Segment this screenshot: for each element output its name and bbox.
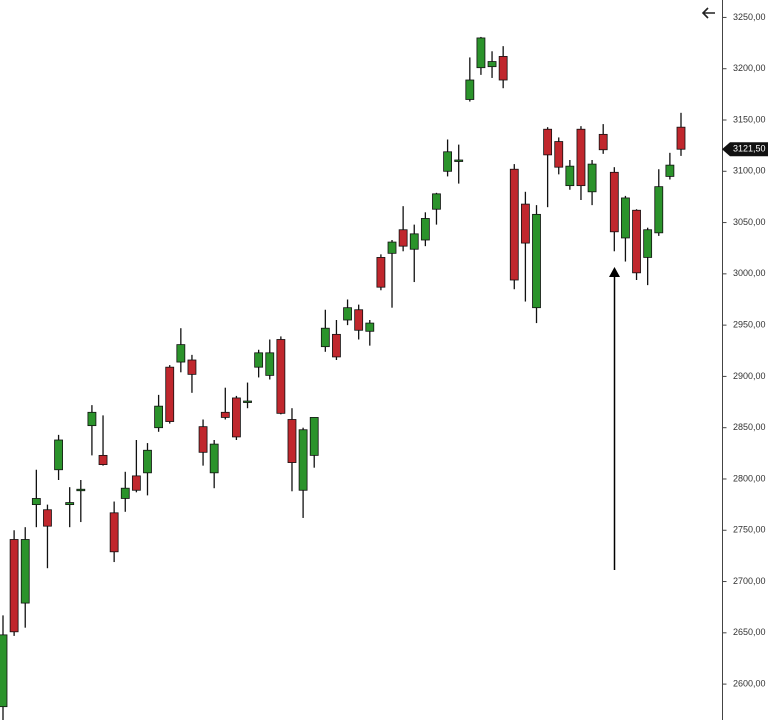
candle-body (131, 475, 141, 491)
candle-body (520, 203, 530, 244)
candle-body (343, 307, 352, 321)
y-tick-label: 2900,00 (733, 371, 766, 381)
candle-body (43, 509, 52, 527)
candle-body (220, 411, 230, 418)
candle-body (254, 352, 264, 368)
candle-body (309, 417, 319, 456)
y-tick-label: 2700,00 (733, 576, 766, 586)
candle-body (443, 151, 452, 172)
candle-body (365, 322, 375, 332)
candle-body (432, 193, 441, 210)
candle-body (76, 488, 86, 492)
candle-body (376, 257, 386, 288)
y-tick-label: 2950,00 (733, 320, 766, 330)
last-price-marker (722, 142, 768, 157)
candle-body (232, 397, 241, 438)
candle-body (65, 502, 75, 506)
annotation-arrow (609, 267, 620, 570)
y-tick-label: 2850,00 (733, 422, 766, 432)
candle-body (287, 419, 297, 463)
candle-body (265, 352, 275, 376)
candle-body (176, 344, 186, 363)
candle-body (31, 498, 41, 506)
y-tick-label: 3250,00 (733, 12, 766, 22)
y-tick-label: 2650,00 (733, 627, 766, 637)
candle-body (609, 171, 619, 233)
candle-body (465, 79, 475, 100)
candle-body (354, 309, 364, 331)
candle-body (409, 233, 419, 250)
candle-body (198, 426, 208, 453)
candle-body (454, 159, 464, 162)
y-tick-label: 3200,00 (733, 63, 766, 73)
candle-body (587, 163, 597, 193)
candle-body (509, 168, 519, 281)
candle-body (498, 56, 508, 81)
last-price-label: 3121,50 (733, 144, 766, 154)
candle-body (665, 164, 675, 177)
y-tick-label: 2800,00 (733, 473, 766, 483)
candle-body (332, 333, 341, 358)
candle-body (532, 213, 541, 309)
candle-body (209, 443, 219, 474)
candle-body (143, 449, 152, 474)
candle-body (154, 405, 164, 429)
candle-body (87, 411, 97, 427)
candle-body (120, 487, 130, 499)
candle-body (20, 539, 30, 604)
candle-body (676, 126, 686, 150)
candle-body (565, 165, 575, 187)
y-tick-label: 3000,00 (733, 268, 766, 278)
candle-body (243, 400, 252, 403)
candle-body (554, 141, 564, 168)
y-tick-label: 3050,00 (733, 217, 766, 227)
candle-body (487, 61, 497, 68)
candle-body (420, 218, 430, 241)
y-tick-label: 3100,00 (733, 166, 766, 176)
candle-body (187, 359, 197, 375)
candle-body (632, 209, 641, 274)
candle-body (621, 197, 630, 239)
candle-body (398, 229, 408, 247)
candle-body (9, 539, 19, 633)
candle-body (109, 512, 119, 553)
candle-body (98, 454, 108, 466)
candle-body (387, 241, 397, 254)
candle-body (0, 634, 8, 708)
candle-body (276, 339, 286, 414)
candle-body (643, 229, 653, 258)
candle-body (298, 429, 308, 491)
candle-body (654, 186, 664, 234)
candle-body (165, 366, 175, 422)
candle-body (576, 128, 586, 187)
candle-body (54, 439, 63, 471)
y-tick-label: 2750,00 (733, 525, 766, 535)
back-button[interactable] (700, 5, 718, 21)
candle-body (598, 133, 608, 151)
y-tick-label: 3150,00 (733, 114, 766, 124)
candle-body (543, 128, 553, 156)
candle-body (320, 327, 330, 348)
y-tick-label: 2600,00 (733, 678, 766, 688)
candle-body (476, 37, 486, 69)
